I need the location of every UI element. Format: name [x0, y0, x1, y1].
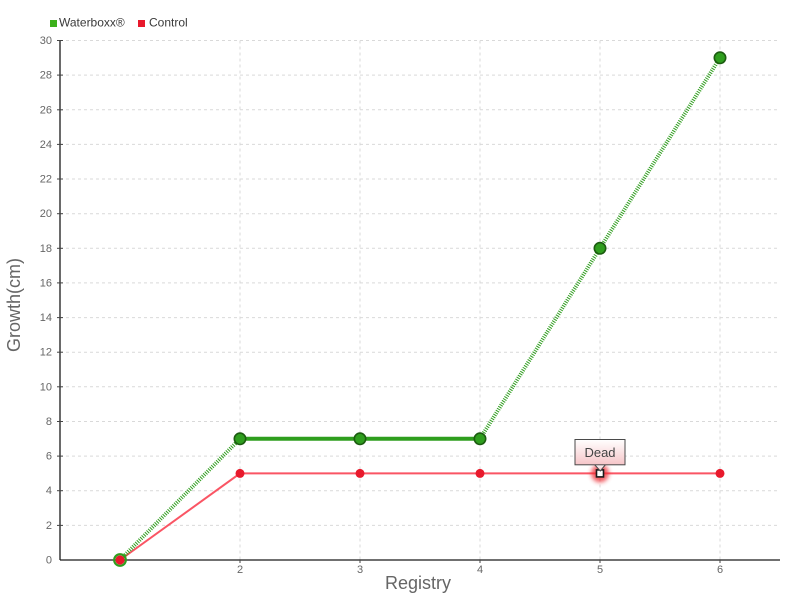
svg-text:Growth(cm): Growth(cm): [4, 258, 24, 352]
svg-text:14: 14: [40, 312, 52, 324]
svg-text:2: 2: [237, 564, 243, 576]
svg-text:22: 22: [40, 174, 52, 186]
svg-text:4: 4: [46, 485, 52, 497]
svg-text:18: 18: [40, 243, 52, 255]
svg-text:Registry: Registry: [385, 573, 451, 593]
svg-text:2: 2: [46, 520, 52, 532]
svg-text:0: 0: [46, 555, 52, 567]
svg-text:16: 16: [40, 277, 52, 289]
svg-text:3: 3: [357, 564, 363, 576]
svg-text:24: 24: [40, 139, 52, 151]
svg-text:10: 10: [40, 381, 52, 393]
svg-text:Control: Control: [149, 16, 188, 30]
svg-text:Dead: Dead: [584, 445, 615, 460]
svg-text:5: 5: [597, 564, 603, 576]
svg-text:26: 26: [40, 104, 52, 116]
svg-text:30: 30: [40, 35, 52, 47]
svg-text:20: 20: [40, 208, 52, 220]
svg-text:28: 28: [40, 70, 52, 82]
svg-text:Waterboxx®: Waterboxx®: [59, 16, 125, 30]
svg-text:8: 8: [46, 416, 52, 428]
svg-text:4: 4: [477, 564, 483, 576]
svg-text:12: 12: [40, 347, 52, 359]
svg-text:6: 6: [717, 564, 723, 576]
svg-text:6: 6: [46, 451, 52, 463]
